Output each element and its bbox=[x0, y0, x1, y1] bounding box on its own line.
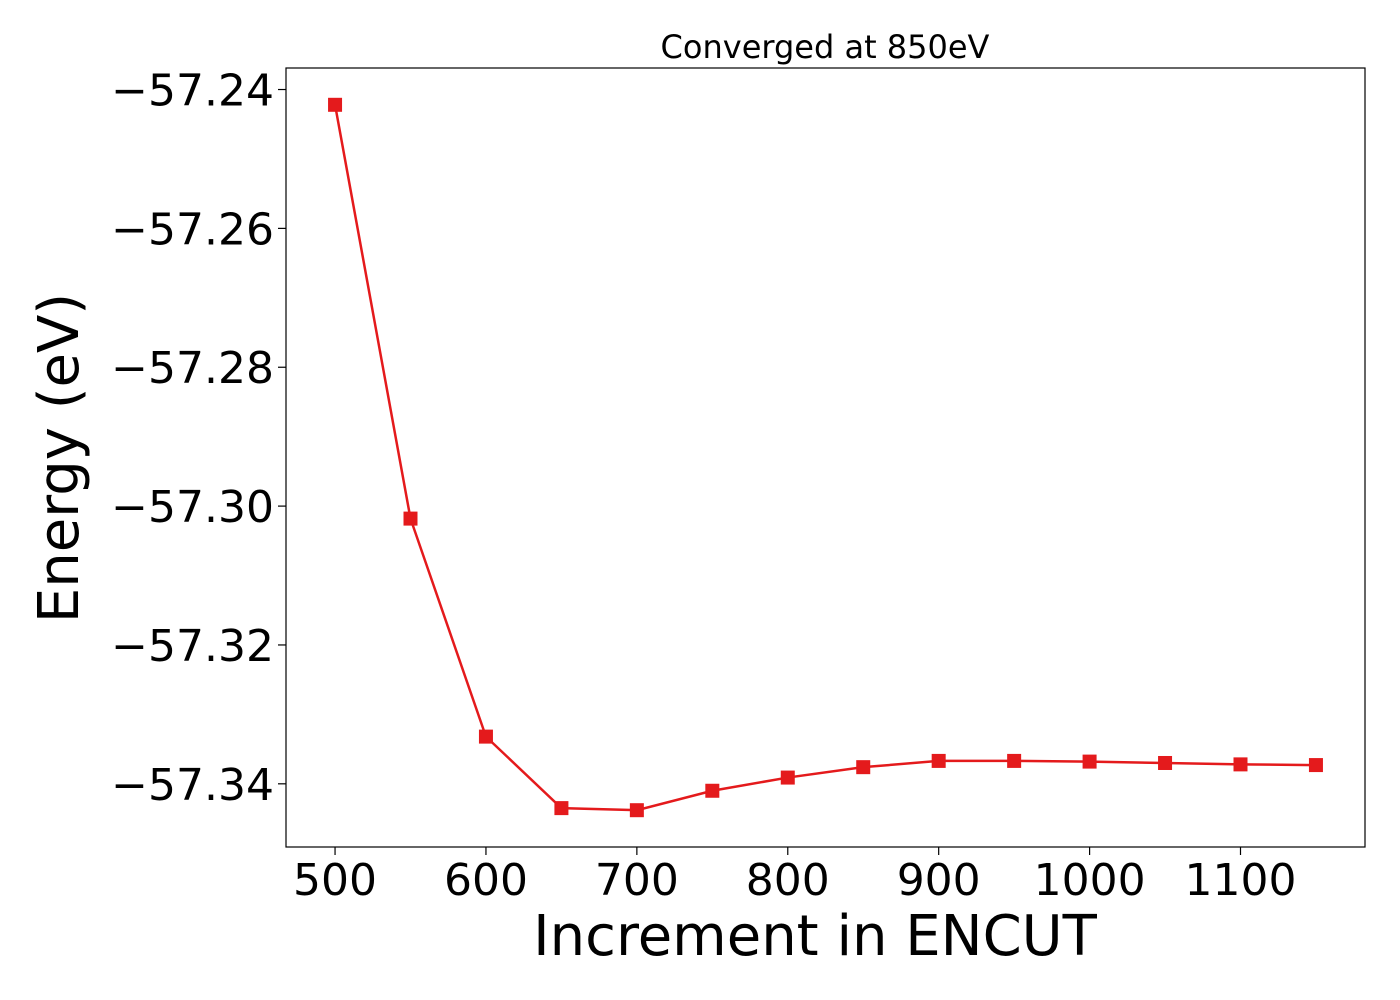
x-tick-label: 1100 bbox=[1185, 855, 1297, 906]
data-point-marker bbox=[403, 511, 418, 526]
data-point-marker bbox=[554, 801, 569, 816]
x-axis-title: Increment in ENCUT bbox=[533, 904, 1098, 969]
data-point-marker bbox=[1233, 757, 1248, 772]
x-tick-label: 900 bbox=[897, 855, 981, 906]
data-point-marker bbox=[780, 770, 795, 785]
y-tick-label: −57.30 bbox=[111, 482, 274, 533]
data-point-marker bbox=[328, 97, 343, 112]
y-axis: −57.24 −57.26 −57.28 −57.30 −57.32 −57.34 bbox=[111, 66, 286, 811]
y-tick-label: −57.34 bbox=[111, 760, 274, 811]
data-point-marker bbox=[1158, 755, 1173, 770]
x-tick-label: 600 bbox=[444, 855, 528, 906]
y-tick-label: −57.24 bbox=[111, 66, 274, 117]
series-line bbox=[333, 104, 1316, 812]
y-tick-label: −57.32 bbox=[111, 621, 274, 672]
data-point-marker bbox=[1007, 753, 1022, 768]
data-point-marker bbox=[1308, 758, 1323, 773]
x-axis: 500 600 700 800 900 1000 1100 bbox=[293, 847, 1296, 906]
plot-area-frame bbox=[285, 67, 1366, 848]
data-point-marker bbox=[705, 783, 720, 798]
y-tick-label: −57.26 bbox=[111, 204, 274, 255]
data-point-marker bbox=[629, 803, 644, 818]
x-tick-label: 800 bbox=[746, 855, 830, 906]
series-layer bbox=[328, 97, 1323, 818]
y-axis-title: Energy (eV) bbox=[27, 293, 92, 623]
x-tick-label: 500 bbox=[293, 855, 377, 906]
data-point-marker bbox=[931, 753, 946, 768]
x-tick-label: 700 bbox=[595, 855, 679, 906]
x-tick-label: 1000 bbox=[1034, 855, 1146, 906]
data-point-marker bbox=[856, 760, 871, 775]
chart-title: Converged at 850eV bbox=[661, 28, 990, 66]
y-tick-label: −57.28 bbox=[111, 343, 274, 394]
data-point-marker bbox=[478, 729, 493, 744]
data-point-marker bbox=[1082, 754, 1097, 769]
